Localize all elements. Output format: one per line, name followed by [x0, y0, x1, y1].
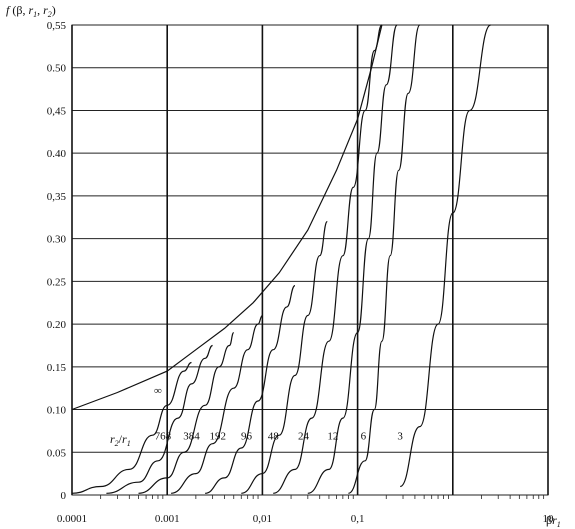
x-axis-title: βr1: [546, 513, 561, 529]
curves: [71, 24, 492, 494]
y-tick-label: 0.10: [47, 405, 67, 417]
curve-label-3: 3: [397, 430, 403, 442]
curve-192: [138, 332, 235, 494]
curve-48: [205, 285, 296, 494]
y-tick-label: 0,35: [47, 191, 67, 203]
y-tick-label: 0,45: [47, 105, 67, 117]
curve-label-24: 24: [298, 430, 310, 442]
curve-label-768: 768: [155, 430, 172, 442]
y-tick-label: 0.30: [47, 234, 67, 246]
y-tick-label: 0: [61, 490, 67, 502]
y-tick-label: 0.15: [47, 362, 67, 374]
curve-label-96: 96: [241, 430, 253, 442]
curve-768: [71, 361, 192, 494]
curve-24: [241, 220, 328, 494]
y-tick-label: 0.25: [47, 276, 67, 288]
x-tick-label: 0,1: [351, 513, 365, 525]
x-tick-label: 0,01: [253, 513, 272, 525]
curve-label-48: 48: [268, 430, 280, 442]
curve-label-infinity: ∞: [154, 385, 162, 397]
x-tick-label: 0.001: [155, 513, 180, 525]
curve-12: [273, 24, 383, 494]
curve-3: [348, 24, 421, 494]
y-axis-title: f (β, r1, r2): [6, 3, 56, 19]
y-tick-label: 0.20: [47, 319, 67, 331]
minor-ticks: [100, 495, 545, 499]
parameter-label: r2/r1: [110, 432, 131, 448]
x-tick-label: 0.0001: [57, 513, 87, 525]
y-tick-label: 0,55: [47, 20, 67, 32]
curve-96: [171, 314, 263, 494]
curve-label-192: 192: [210, 430, 227, 442]
curve-infinity: [71, 24, 383, 411]
curve-extra: [399, 24, 492, 488]
y-tick-label: 0.05: [47, 447, 67, 459]
curve-384: [106, 344, 213, 494]
labels: 0 0.05 0.10 0.15 0.20 0.25 0.30 0,35 0.40 0,45 0.5…: [47, 20, 554, 525]
curve-6: [307, 24, 398, 494]
y-tick-label: 0.40: [47, 148, 67, 160]
y-tick-label: 0.50: [47, 63, 67, 75]
curve-label-12: 12: [327, 430, 338, 442]
x-tick-label: 10: [543, 513, 555, 525]
curve-label-6: 6: [361, 430, 367, 442]
curve-label-384: 384: [183, 430, 200, 442]
